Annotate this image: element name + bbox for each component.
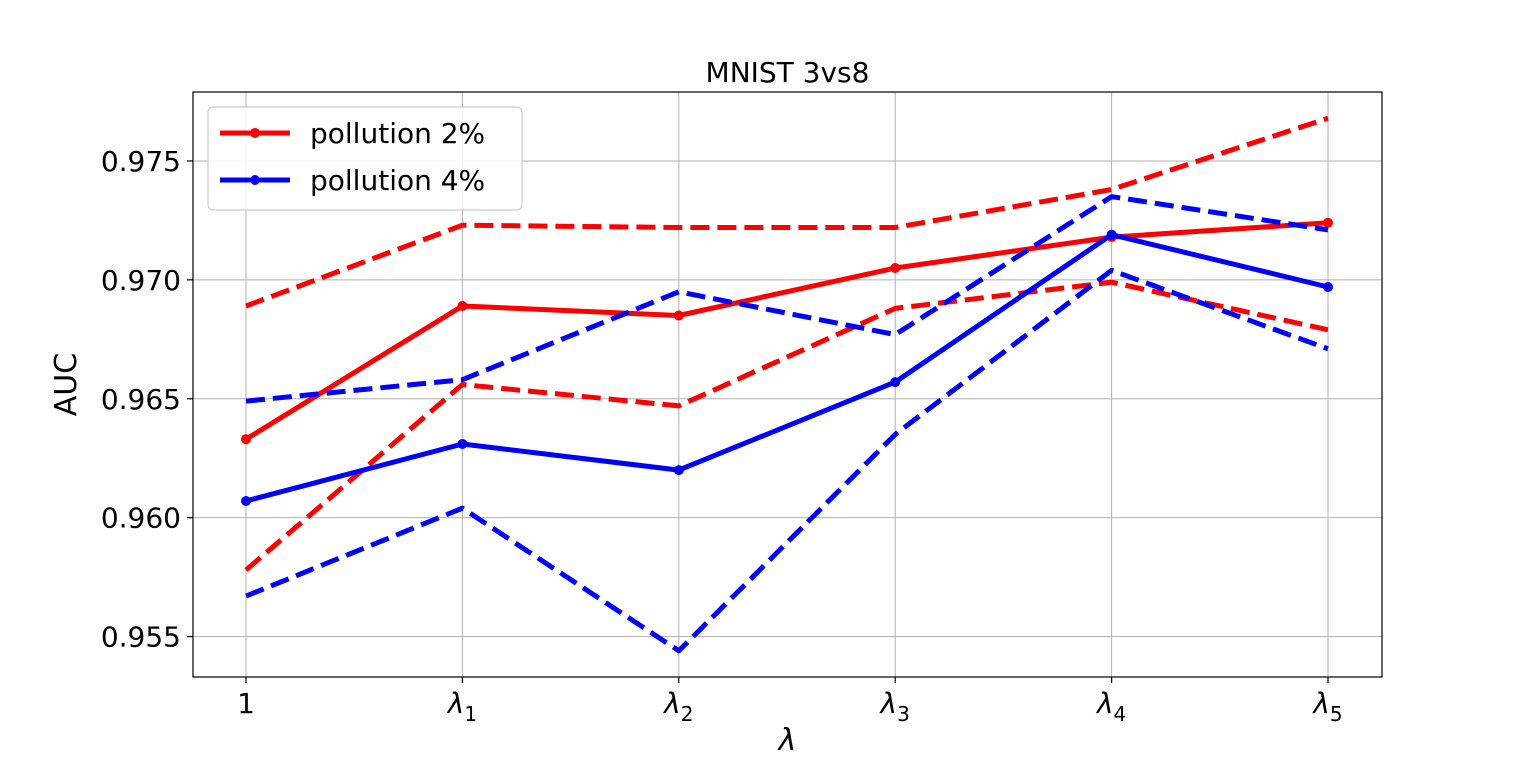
data-point (673, 310, 684, 321)
grid (193, 92, 1382, 677)
plot-area-frame (192, 91, 1383, 678)
legend-label: pollution 4% (310, 164, 485, 197)
data-point (673, 465, 684, 476)
x-tick-label: λ1 (446, 687, 477, 726)
data-point (890, 262, 901, 273)
series-line-solid-0 (244, 220, 1329, 442)
data-point (457, 301, 468, 312)
series-line-solid-3 (245, 232, 1329, 504)
series-line-dashed-1 (245, 115, 1329, 309)
y-axis-label: AUC (49, 353, 84, 416)
y-tick-label: 0.955 (101, 621, 181, 654)
legend-marker (250, 128, 260, 138)
y-tick-label: 0.970 (101, 264, 181, 297)
chart-title: MNIST 3vs8 (706, 56, 870, 89)
data-point (1323, 217, 1333, 228)
y-tick-label: 0.965 (101, 383, 181, 416)
series-line-dashed-2 (244, 279, 1329, 572)
series-layer (241, 115, 1333, 654)
legend-marker (250, 175, 260, 185)
x-axis-ticks: 1 λ1 λ2 λ3 λ4 λ5 (237, 677, 1343, 726)
x-tick-label: λ4 (1095, 687, 1126, 726)
x-tick-label: 1 (237, 687, 255, 720)
data-point (1323, 282, 1333, 292)
legend: pollution 2% pollution 4% (207, 106, 523, 211)
y-tick-label: 0.975 (101, 145, 181, 178)
y-axis-ticks: 0.955 0.960 0.965 0.970 0.975 (101, 145, 193, 654)
series-line-dashed-5 (245, 267, 1329, 654)
x-axis-label: λ (777, 723, 797, 758)
data-point (241, 496, 251, 507)
y-tick-label: 0.960 (101, 502, 181, 535)
x-tick-label: λ3 (879, 687, 910, 726)
x-tick-label: λ5 (1311, 687, 1342, 726)
data-point (1106, 229, 1117, 240)
x-tick-label: λ2 (662, 687, 693, 726)
legend-label: pollution 2% (310, 117, 485, 150)
data-point (241, 434, 251, 445)
data-point (457, 438, 468, 449)
data-point (890, 377, 901, 388)
